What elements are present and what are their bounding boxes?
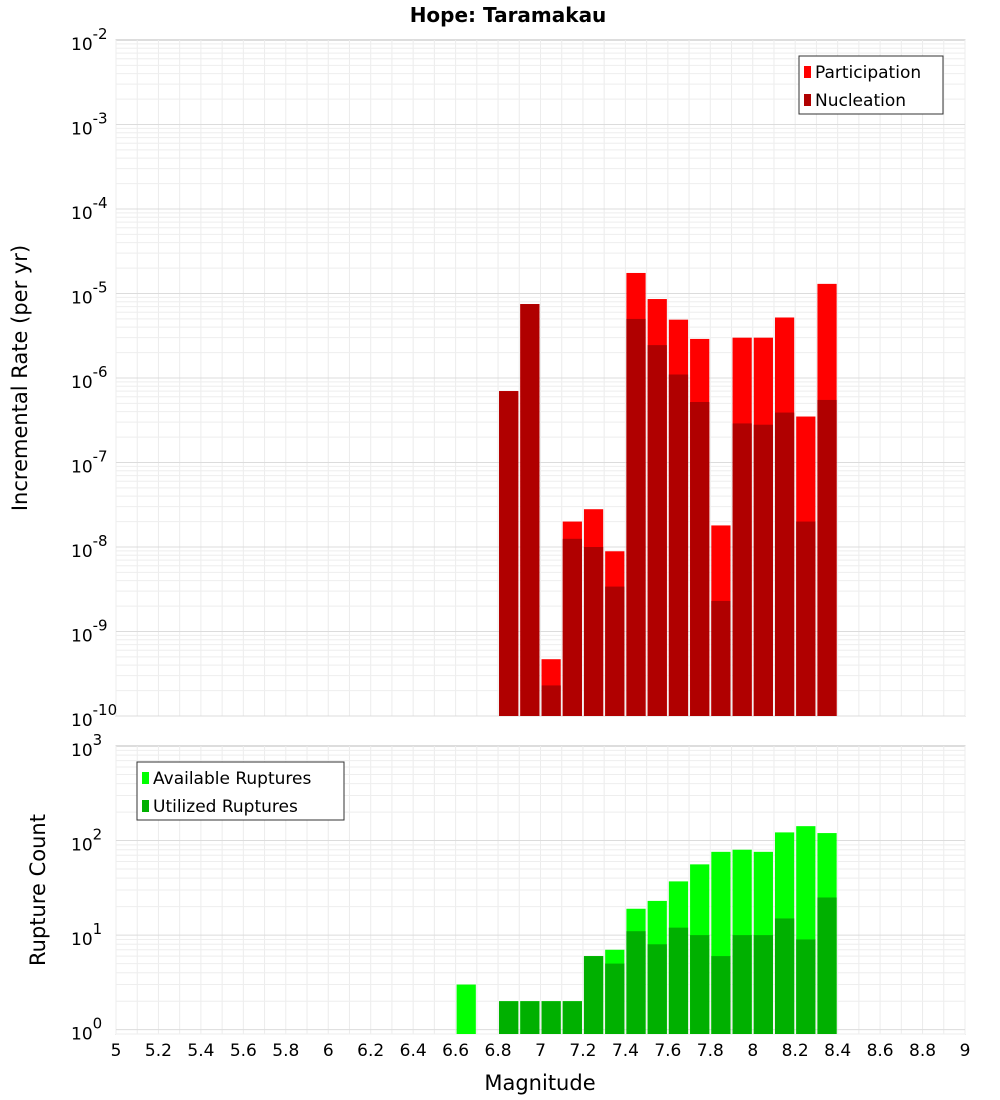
y-tick-label: 101 — [71, 920, 102, 950]
x-tick-label: 7.8 — [697, 1041, 724, 1061]
x-tick-label: 8.6 — [867, 1041, 894, 1061]
x-tick-label: 7.2 — [569, 1041, 596, 1061]
x-tick-label: 6.8 — [485, 1041, 512, 1061]
legend-label: Nucleation — [815, 91, 906, 111]
bar-utilized-ruptures — [711, 956, 731, 1034]
x-tick-label: 7 — [535, 1041, 546, 1061]
bar-utilized-ruptures — [562, 1001, 582, 1034]
bar-utilized-ruptures — [647, 944, 667, 1034]
y-tick-label: 10-10 — [71, 701, 117, 731]
bar-nucleation — [817, 399, 837, 716]
bar-utilized-ruptures — [605, 963, 625, 1034]
x-tick-label: 8.8 — [909, 1041, 936, 1061]
bar-nucleation — [520, 304, 540, 716]
legend-swatch — [142, 772, 149, 784]
x-tick-label: 6.6 — [442, 1041, 469, 1061]
x-tick-label: 5.4 — [187, 1041, 214, 1061]
y-tick-label: 10-8 — [71, 532, 108, 562]
y-tick-label: 102 — [71, 826, 102, 856]
x-tick-label: 9 — [960, 1041, 971, 1061]
x-tick-label: 5 — [111, 1041, 122, 1061]
x-tick-label: 5.6 — [230, 1041, 257, 1061]
top-y-axis-label: Incremental Rate (per yr) — [8, 245, 32, 511]
y-tick-label: 10-4 — [71, 194, 108, 224]
legend-label: Participation — [815, 63, 921, 83]
y-tick-label: 100 — [71, 1015, 102, 1045]
legend-swatch — [142, 800, 149, 812]
y-tick-label: 10-3 — [71, 110, 108, 140]
bar-nucleation — [796, 521, 816, 716]
y-tick-label: 10-9 — [71, 617, 108, 647]
bar-utilized-ruptures — [817, 897, 837, 1034]
x-tick-label: 6.2 — [357, 1041, 384, 1061]
bar-utilized-ruptures — [796, 939, 816, 1034]
bar-nucleation — [668, 374, 689, 716]
bar-nucleation — [541, 685, 561, 716]
bar-nucleation — [690, 401, 710, 716]
y-tick-label: 10-5 — [71, 279, 108, 309]
bar-nucleation — [562, 538, 582, 716]
bar-nucleation — [732, 423, 752, 716]
bar-utilized-ruptures — [732, 935, 752, 1034]
bar-utilized-ruptures — [668, 927, 689, 1034]
bar-utilized-ruptures — [690, 935, 710, 1034]
x-tick-label: 8.4 — [824, 1041, 851, 1061]
legend-swatch — [804, 94, 811, 106]
bar-utilized-ruptures — [499, 1001, 519, 1034]
bar-utilized-ruptures — [753, 935, 773, 1034]
legend-label: Utilized Ruptures — [153, 797, 298, 817]
bar-nucleation — [626, 318, 646, 716]
x-tick-label: 5.2 — [145, 1041, 172, 1061]
x-axis-label: Magnitude — [484, 1071, 595, 1095]
y-tick-label: 10-6 — [71, 363, 108, 393]
bar-nucleation — [583, 547, 604, 716]
bar-utilized-ruptures — [774, 918, 795, 1034]
x-tick-label: 8.2 — [782, 1041, 809, 1061]
legend-swatch — [804, 66, 811, 78]
x-tick-label: 6 — [323, 1041, 334, 1061]
y-tick-label: 103 — [71, 731, 102, 761]
legend — [798, 55, 944, 115]
bar-nucleation — [647, 345, 667, 716]
y-tick-label: 10-2 — [71, 25, 108, 55]
y-tick-label: 10-7 — [71, 448, 108, 478]
bar-utilized-ruptures — [583, 956, 604, 1034]
chart-title: Hope: Taramakau — [410, 3, 607, 27]
x-tick-label: 5.8 — [272, 1041, 299, 1061]
bar-nucleation — [711, 600, 731, 716]
bar-nucleation — [605, 586, 625, 716]
bar-available-ruptures — [456, 984, 476, 1034]
legend — [136, 761, 345, 821]
legend-label: Available Ruptures — [153, 769, 311, 789]
bar-nucleation — [774, 412, 795, 716]
bottom-y-axis-label: Rupture Count — [26, 814, 50, 966]
x-tick-label: 7.4 — [612, 1041, 639, 1061]
bar-utilized-ruptures — [626, 931, 646, 1034]
x-tick-label: 7.6 — [654, 1041, 681, 1061]
x-tick-label: 8 — [747, 1041, 758, 1061]
bar-utilized-ruptures — [520, 1001, 540, 1034]
bar-utilized-ruptures — [541, 1001, 561, 1034]
x-tick-label: 6.4 — [400, 1041, 427, 1061]
bar-nucleation — [753, 424, 773, 716]
bar-nucleation — [499, 391, 519, 716]
